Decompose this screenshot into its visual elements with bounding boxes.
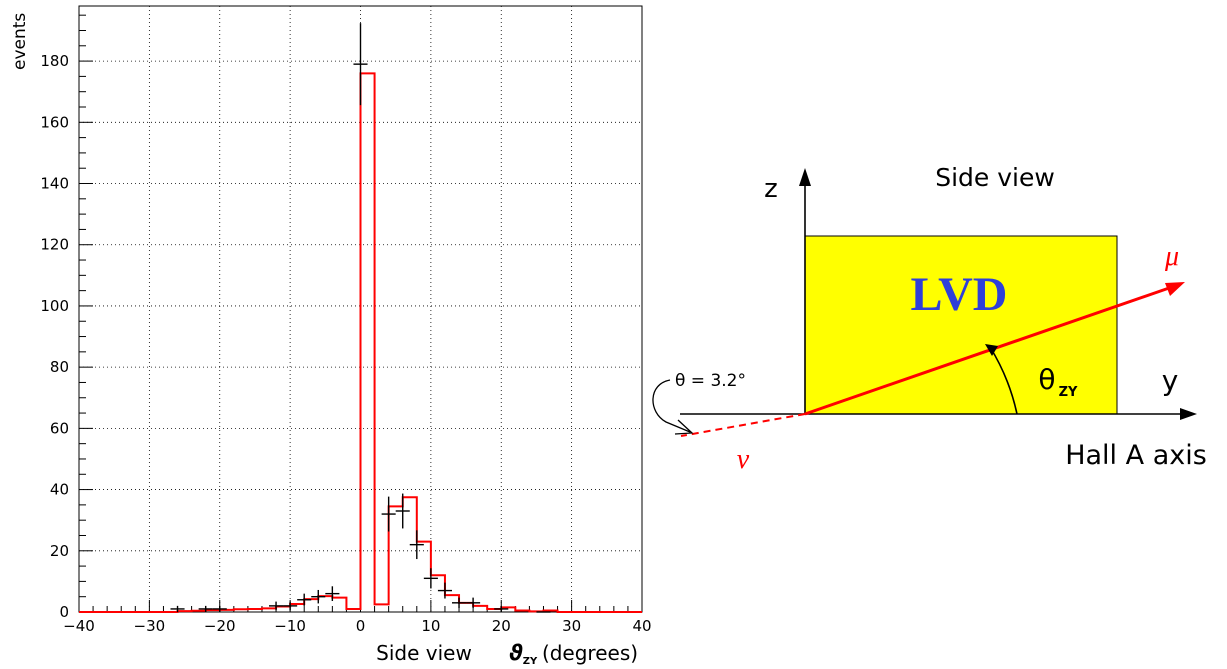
x-tick-label: 40 [632,617,651,635]
y-tick-label: 160 [40,113,69,131]
y-tick-label: 140 [40,175,69,193]
muon-track [804,285,1173,416]
theta-subscript: ZY [1059,385,1078,400]
y-tick-label: 180 [40,52,69,70]
data-point [198,605,213,612]
x-axis-label-suffix: (degrees) [542,641,638,665]
data-point [395,493,410,529]
x-ticks: −40 −30 −20 −10 0 10 20 30 40 [63,600,652,635]
data-point [325,586,340,601]
data-point [269,601,284,611]
x-axis-label-subscript: ZY [523,656,538,667]
data-point [170,605,185,612]
x-tick-label: −40 [63,617,95,635]
data-point [212,605,227,612]
muon-label: μ [1164,241,1179,272]
x-tick-label: 30 [562,617,581,635]
data-point [353,23,368,106]
x-axis-label-prefix: Side view [376,641,472,665]
x-tick-label: −20 [204,617,236,635]
y-axis-arrowhead [1180,408,1197,420]
angle-note-pointer [652,379,691,433]
y-tick-label: 40 [50,481,69,499]
y-tick-label: 80 [50,358,69,376]
z-axis-arrowhead [799,168,811,186]
data-point [381,496,396,532]
y-axis-label: y [1162,364,1179,397]
x-tick-label: −10 [274,617,306,635]
data-point [297,593,312,606]
y-tick-label: 0 [59,603,69,621]
data-point [466,597,481,609]
data-point [494,605,509,612]
axis-caption: Hall A axis [1065,440,1207,471]
y-axis-label: events [10,13,30,70]
data-points [170,23,551,613]
lvd-label: LVD [911,268,1008,321]
x-axis-label-symbol: ϑ [509,641,523,665]
angle-note-pointer-head [674,419,694,435]
z-axis-label: z [764,174,778,204]
angle-arc-arrowhead [985,344,998,356]
theta-label: θ [1038,363,1055,396]
x-axis-label: Side view ϑ ZY (degrees) [376,641,638,667]
neutrino-track [680,413,806,437]
data-point [311,589,326,604]
x-tick-label: −30 [134,617,166,635]
x-tick-label: 20 [492,617,511,635]
side-view-diagram: Side view LVD z y Hall A axis μ ν θ ZY θ… [652,163,1207,475]
data-point [409,530,424,560]
y-tick-label: 100 [40,297,69,315]
neutrino-label: ν [737,444,750,475]
y-tick-label: 60 [50,419,69,437]
data-point [451,597,467,609]
y-tick-label: 120 [40,236,69,254]
diagram-title: Side view [935,163,1055,192]
angle-note: θ = 3.2° [675,371,746,391]
y-tick-label: 20 [50,542,69,560]
x-tick-label: 10 [421,617,440,635]
x-tick-label: 0 [356,617,366,635]
y-ticks: 0 20 40 60 80 100 120 140 160 180 [40,14,93,621]
histogram-chart: −40 −30 −20 −10 0 10 20 30 40 0 20 40 60 80 100 120 140… [10,5,652,667]
data-point [423,568,438,589]
data-point [437,582,452,599]
muon-arrowhead [1165,282,1185,296]
data-point [283,601,298,611]
